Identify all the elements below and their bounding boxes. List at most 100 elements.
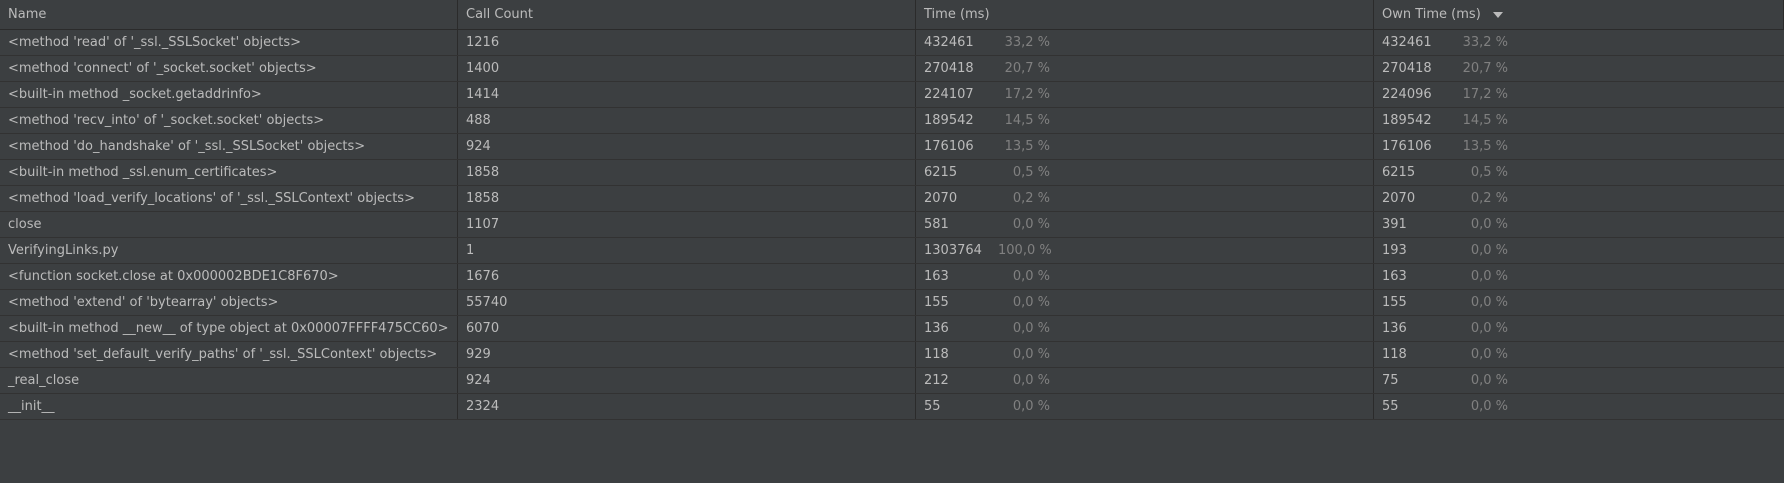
call-count-value: 55740 — [466, 295, 508, 310]
own-time-value: 176106 — [1382, 139, 1432, 154]
call-count-value: 929 — [466, 347, 491, 362]
own-time-percent: 17,2 % — [1462, 87, 1508, 102]
own-time-percent: 0,0 % — [1470, 217, 1508, 232]
call-count-value: 488 — [466, 113, 491, 128]
time-percent: 33,2 % — [1004, 35, 1050, 50]
table-row[interactable]: <method 'connect' of '_socket.socket' ob… — [0, 56, 1784, 82]
function-name: <built-in method _ssl.enum_certificates> — [8, 165, 278, 180]
time-percent: 0,0 % — [1012, 399, 1050, 414]
time-percent: 13,5 % — [1004, 139, 1050, 154]
cell-call-count: 1107 — [458, 212, 916, 237]
time-value: 270418 — [924, 61, 974, 76]
call-count-value: 924 — [466, 139, 491, 154]
table-row[interactable]: <built-in method _socket.getaddrinfo> 141… — [0, 82, 1784, 108]
own-time-percent: 33,2 % — [1462, 35, 1508, 50]
cell-call-count: 55740 — [458, 290, 916, 315]
cell-time: 432461 33,2 % — [916, 30, 1374, 55]
time-value: 136 — [924, 321, 949, 336]
column-header-own-time[interactable]: Own Time (ms) — [1374, 0, 1784, 29]
cell-name: <method 'recv_into' of '_socket.socket' … — [0, 108, 458, 133]
column-header-name[interactable]: Name — [0, 0, 458, 29]
own-time-percent: 0,5 % — [1470, 165, 1508, 180]
cell-name: <method 'connect' of '_socket.socket' ob… — [0, 56, 458, 81]
table-row[interactable]: VerifyingLinks.py 1 1303764 100,0 % 193 0,0 % — [0, 238, 1784, 264]
cell-name: <built-in method _socket.getaddrinfo> — [0, 82, 458, 107]
column-header-time[interactable]: Time (ms) — [916, 0, 1374, 29]
cell-call-count: 1 — [458, 238, 916, 263]
own-time-percent: 0,0 % — [1470, 347, 1508, 362]
table-row[interactable]: <method 'read' of '_ssl._SSLSocket' obje… — [0, 30, 1784, 56]
own-time-percent: 0,0 % — [1470, 321, 1508, 336]
cell-time: 118 0,0 % — [916, 342, 1374, 367]
time-value: 55 — [924, 399, 941, 414]
cell-name: <built-in method __new__ of type object … — [0, 316, 458, 341]
call-count-value: 924 — [466, 373, 491, 388]
cell-own-time: 224096 17,2 % — [1374, 82, 1784, 107]
chevron-down-icon — [1492, 11, 1503, 18]
own-time-value: 163 — [1382, 269, 1407, 284]
cell-call-count: 1676 — [458, 264, 916, 289]
function-name: <built-in method __new__ of type object … — [8, 321, 449, 336]
time-percent: 0,0 % — [1012, 217, 1050, 232]
table-row[interactable]: __init__ 2324 55 0,0 % 55 0,0 % — [0, 394, 1784, 420]
cell-time: 176106 13,5 % — [916, 134, 1374, 159]
column-header-call-count[interactable]: Call Count — [458, 0, 916, 29]
function-name: <method 'connect' of '_socket.socket' ob… — [8, 61, 317, 76]
own-time-value: 270418 — [1382, 61, 1432, 76]
cell-call-count: 924 — [458, 368, 916, 393]
cell-call-count: 924 — [458, 134, 916, 159]
table-row[interactable]: _real_close 924 212 0,0 % 75 0,0 % — [0, 368, 1784, 394]
own-time-percent: 0,0 % — [1470, 295, 1508, 310]
table-header: Name Call Count Time (ms) Own Time (ms) — [0, 0, 1784, 30]
table-row[interactable]: <built-in method __new__ of type object … — [0, 316, 1784, 342]
cell-time: 6215 0,5 % — [916, 160, 1374, 185]
table-row[interactable]: <method 'do_handshake' of '_ssl._SSLSock… — [0, 134, 1784, 160]
call-count-value: 6070 — [466, 321, 500, 336]
table-row[interactable]: close 1107 581 0,0 % 391 0,0 % — [0, 212, 1784, 238]
time-percent: 0,0 % — [1012, 269, 1050, 284]
call-count-value: 1 — [466, 243, 475, 258]
table-row[interactable]: <built-in method _ssl.enum_certificates>… — [0, 160, 1784, 186]
function-name: _real_close — [8, 373, 80, 388]
own-time-percent: 20,7 % — [1462, 61, 1508, 76]
cell-call-count: 2324 — [458, 394, 916, 419]
table-row[interactable]: <method 'extend' of 'bytearray' objects>… — [0, 290, 1784, 316]
cell-time: 189542 14,5 % — [916, 108, 1374, 133]
function-name: <built-in method _socket.getaddrinfo> — [8, 87, 262, 102]
function-name: <method 'set_default_verify_paths' of '_… — [8, 347, 438, 362]
time-percent: 100,0 % — [998, 243, 1052, 258]
cell-own-time: 391 0,0 % — [1374, 212, 1784, 237]
function-name: <method 'extend' of 'bytearray' objects> — [8, 295, 279, 310]
table-row[interactable]: <function socket.close at 0x000002BDE1C8… — [0, 264, 1784, 290]
function-name: VerifyingLinks.py — [8, 243, 119, 258]
time-percent: 20,7 % — [1004, 61, 1050, 76]
cell-own-time: 6215 0,5 % — [1374, 160, 1784, 185]
cell-own-time: 155 0,0 % — [1374, 290, 1784, 315]
cell-own-time: 136 0,0 % — [1374, 316, 1784, 341]
own-time-value: 224096 — [1382, 87, 1432, 102]
function-name: <method 'do_handshake' of '_ssl._SSLSock… — [8, 139, 366, 154]
column-header-own-time-label: Own Time (ms) — [1382, 7, 1481, 22]
cell-name: <method 'do_handshake' of '_ssl._SSLSock… — [0, 134, 458, 159]
time-percent: 0,5 % — [1012, 165, 1050, 180]
table-row[interactable]: <method 'recv_into' of '_socket.socket' … — [0, 108, 1784, 134]
column-header-call-count-label: Call Count — [466, 7, 534, 22]
call-count-value: 1414 — [466, 87, 500, 102]
time-value: 581 — [924, 217, 949, 232]
cell-name: __init__ — [0, 394, 458, 419]
cell-own-time: 2070 0,2 % — [1374, 186, 1784, 211]
own-time-percent: 0,0 % — [1470, 269, 1508, 284]
table-row[interactable]: <method 'load_verify_locations' of '_ssl… — [0, 186, 1784, 212]
cell-name: <function socket.close at 0x000002BDE1C8… — [0, 264, 458, 289]
time-percent: 17,2 % — [1004, 87, 1050, 102]
cell-time: 2070 0,2 % — [916, 186, 1374, 211]
cell-time: 155 0,0 % — [916, 290, 1374, 315]
cell-time: 55 0,0 % — [916, 394, 1374, 419]
cell-time: 581 0,0 % — [916, 212, 1374, 237]
cell-own-time: 193 0,0 % — [1374, 238, 1784, 263]
cell-time: 1303764 100,0 % — [916, 238, 1374, 263]
time-percent: 0,0 % — [1012, 347, 1050, 362]
table-row[interactable]: <method 'set_default_verify_paths' of '_… — [0, 342, 1784, 368]
time-value: 163 — [924, 269, 949, 284]
cell-own-time: 270418 20,7 % — [1374, 56, 1784, 81]
